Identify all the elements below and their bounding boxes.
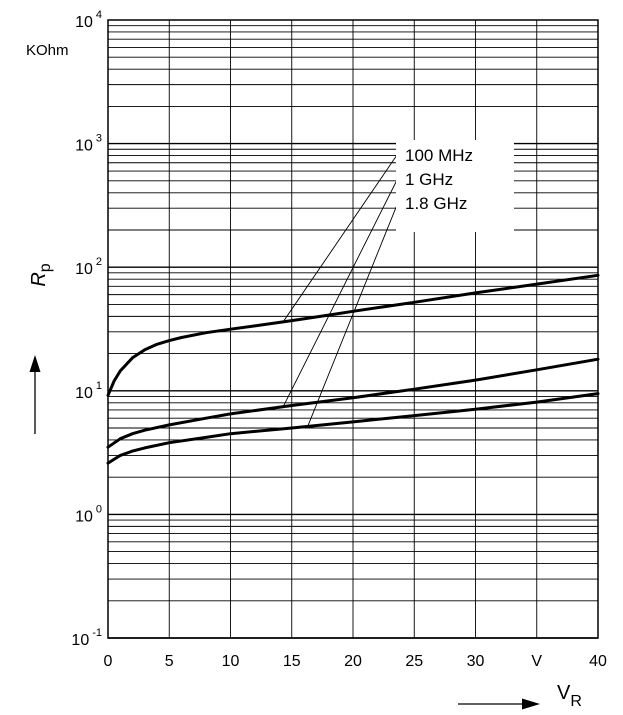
x-tick-label: 0: [104, 653, 113, 670]
y-tick-label: 10 0: [75, 503, 102, 525]
y-tick-exponent: 3: [96, 133, 102, 145]
y-tick-base: 10: [75, 138, 93, 155]
plot-frame: [107, 19, 599, 639]
y-tick-label: 10 4: [75, 9, 102, 31]
x-tick-label: 20: [344, 653, 362, 670]
y-axis-label: Rp: [28, 263, 54, 286]
y-tick-base: 10: [71, 632, 89, 649]
y-tick-base: 10: [75, 385, 93, 402]
y-tick-label: 10 3: [75, 133, 102, 155]
legend-entry: 1 GHz: [405, 170, 453, 189]
legend-background: [396, 140, 514, 232]
x-tick-label: V: [531, 653, 542, 670]
legend-leader-line: [282, 151, 400, 323]
x-tick-label: 30: [467, 653, 485, 670]
y-tick-exponent: -1: [92, 627, 102, 639]
x-tick-label: 10: [222, 653, 240, 670]
y-tick-label: 10 2: [75, 256, 102, 278]
y-axis-arrow: [29, 355, 41, 434]
y-tick-exponent: 1: [96, 380, 102, 392]
x-tick-label: 5: [165, 653, 174, 670]
x-axis-label-main: V: [557, 682, 571, 704]
y-axis-label-main: R: [28, 272, 50, 286]
y-tick-label: 10 -1: [71, 627, 102, 649]
y-unit-label: KOhm: [26, 42, 69, 59]
x-tick-label: 25: [405, 653, 423, 670]
legend-leader-line: [307, 199, 400, 427]
x-axis-label-sub: R: [570, 693, 582, 710]
series-line: [106, 392, 600, 465]
legend-leader-lines: [282, 151, 400, 427]
y-tick-label: 10 1: [75, 380, 102, 402]
y-tick-base: 10: [75, 261, 93, 278]
series-line: [106, 357, 600, 449]
x-tick-labels: 0 5 10 15 20 25 30 V 40: [104, 653, 607, 670]
legend-entry: 1.8 GHz: [405, 194, 467, 213]
series-curves: [106, 273, 600, 465]
x-tick-label: 40: [589, 653, 607, 670]
series-line: [106, 273, 600, 397]
x-axis-arrow: [458, 698, 540, 710]
y-tick-exponent: 4: [96, 9, 102, 21]
y-tick-exponent: 2: [96, 256, 102, 268]
y-axis-label-sub: p: [37, 263, 54, 272]
plot-border: [107, 19, 599, 639]
x-tick-label: 15: [283, 653, 301, 670]
x-axis-label: VR: [557, 682, 582, 710]
y-tick-base: 10: [75, 508, 93, 525]
legend-leader-line: [282, 175, 400, 407]
y-tick-base: 10: [75, 14, 93, 31]
legend: 100 MHz 1 GHz 1.8 GHz: [405, 146, 473, 213]
y-tick-exponent: 0: [96, 503, 102, 515]
grid: [107, 20, 599, 639]
legend-entry: 100 MHz: [405, 146, 473, 165]
